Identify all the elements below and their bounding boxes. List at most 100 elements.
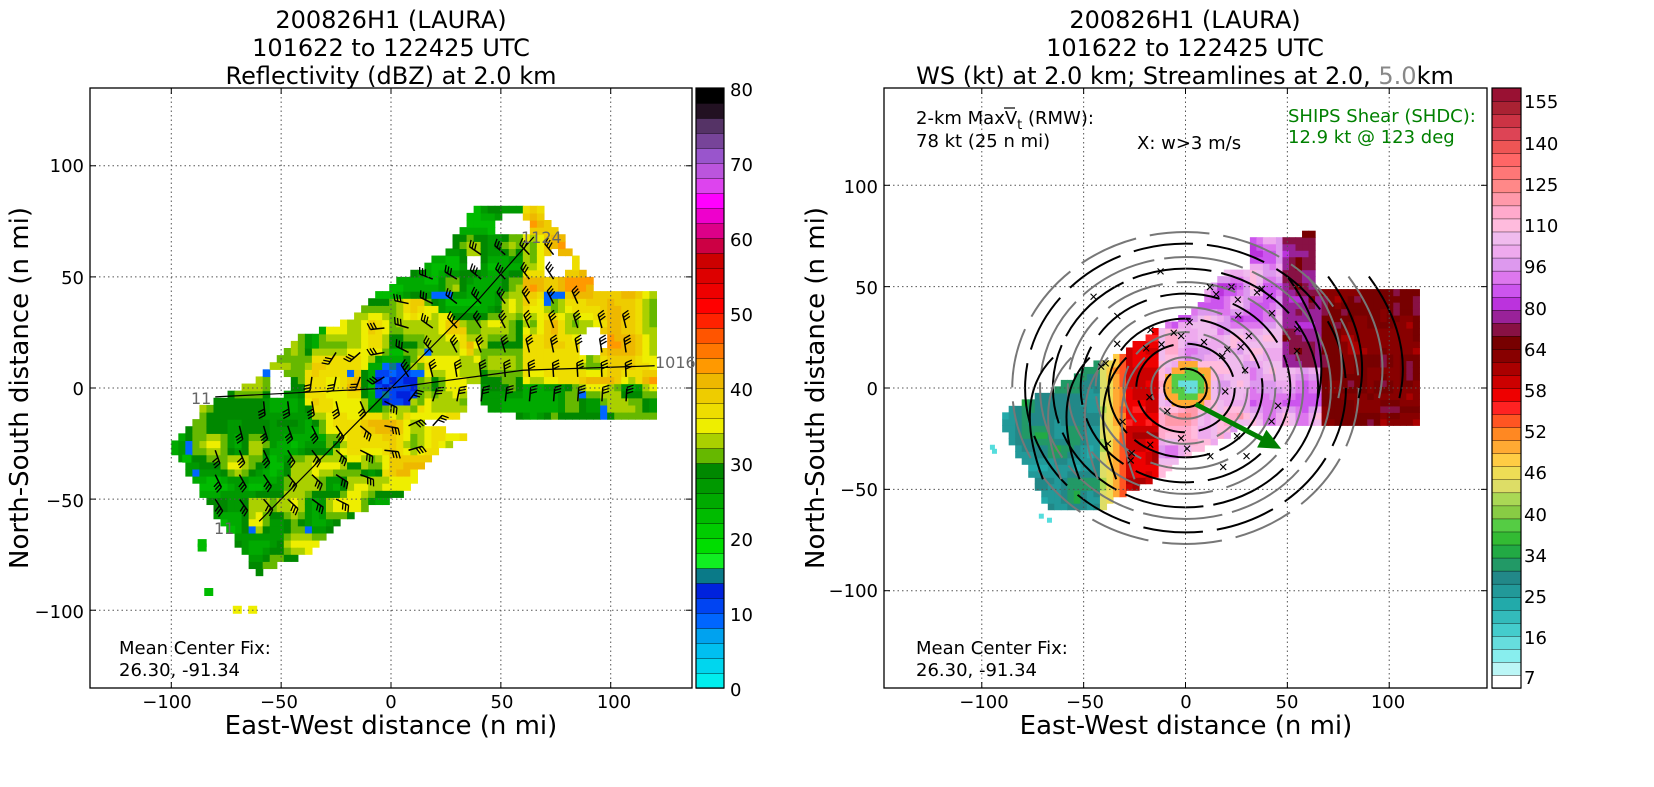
wind-barb-flag (525, 315, 532, 322)
reflectivity-cell (635, 298, 643, 306)
reflectivity-cell (283, 483, 292, 491)
wind-barb-flag (427, 339, 432, 347)
windspeed-cell (1321, 321, 1329, 329)
reflectivity-cell (550, 276, 559, 285)
windspeed-cell (1243, 340, 1251, 349)
reflectivity-cell (213, 511, 222, 520)
windspeed-cell (1308, 263, 1316, 271)
colorbar-frame (1491, 87, 1522, 689)
windspeed-cell (1132, 483, 1140, 491)
x-axis-label: East-West distance (n mi) (225, 711, 558, 741)
windspeed-cell (1093, 496, 1101, 504)
wind-barb-flag (522, 264, 527, 271)
windspeed-cell (1139, 412, 1147, 420)
reflectivity-cell (515, 319, 524, 328)
windspeed-cell (1093, 431, 1101, 439)
wind-barb-flag (288, 480, 294, 488)
windspeed-cell (1086, 444, 1095, 452)
reflectivity-cell (572, 412, 580, 420)
windspeed-cell (1034, 399, 1042, 407)
reflectivity-cell (593, 376, 601, 385)
reflectivity-cell (241, 547, 250, 555)
colorbar-swatch (695, 477, 725, 494)
reflectivity-cell (522, 376, 531, 385)
reflectivity-cell (515, 390, 524, 399)
windspeed-cell (1152, 457, 1160, 465)
windspeed-cell (1282, 295, 1290, 303)
windspeed-cell (1204, 302, 1212, 310)
reflectivity-cell (579, 319, 587, 328)
wind-barb-flag (266, 507, 272, 514)
reflectivity-cell (269, 419, 278, 427)
reflectivity-cell (466, 227, 475, 235)
wind-barb-flag (494, 238, 498, 246)
windspeed-cell (1243, 295, 1251, 303)
wind-barb-flag (323, 359, 331, 363)
reflectivity-cell (389, 326, 397, 335)
reflectivity-cell (572, 305, 580, 314)
windspeed-cell (1249, 366, 1257, 375)
wind-barb-flag (447, 289, 452, 297)
windspeed-cell (1269, 302, 1277, 310)
reflectivity-cell (403, 404, 411, 413)
windspeed-cell (1060, 386, 1068, 394)
wind-barb-flag (550, 315, 557, 322)
wind-barb (456, 387, 461, 402)
reflectivity-cell (368, 497, 376, 506)
reflectivity-cell (248, 440, 257, 449)
updraft-marker (1113, 340, 1121, 348)
windspeed-cell (1386, 353, 1394, 362)
reflectivity-cell (354, 340, 362, 349)
reflectivity-cell (304, 404, 313, 413)
reflectivity-cell (557, 348, 566, 356)
colorbar-frame (695, 87, 725, 689)
reflectivity-cell (459, 369, 468, 378)
windspeed-cell (1191, 412, 1199, 420)
reflectivity-cell (368, 298, 376, 306)
windspeed-cell (1054, 412, 1062, 420)
wind-barb (262, 401, 266, 416)
windspeed-cell (1262, 328, 1271, 336)
reflectivity-cell (466, 291, 475, 299)
windspeed-cell (1034, 431, 1042, 439)
windspeed-cell (1288, 328, 1297, 336)
colorbar-swatch (1491, 192, 1522, 207)
reflectivity-cell (543, 404, 552, 413)
reflectivity-cell (487, 404, 496, 413)
windspeed-cell (1282, 237, 1290, 245)
wind-barb (287, 425, 294, 440)
colorbar-swatch (1491, 583, 1522, 598)
windspeed-cell (1152, 425, 1160, 433)
windspeed-cell (1073, 490, 1081, 498)
reflectivity-cell (318, 340, 327, 349)
reflectivity-cell (431, 333, 440, 342)
reflectivity-cell (340, 376, 348, 385)
reflectivity-cell (375, 340, 383, 349)
reflectivity-cell (297, 426, 306, 434)
reflectivity-cell (227, 518, 236, 527)
windspeed-cell (1126, 418, 1134, 426)
reflectivity-cell (508, 369, 517, 378)
reflectivity-cell (607, 312, 615, 321)
wind-barb-flag (577, 365, 584, 370)
windspeed-cell (1249, 315, 1257, 323)
windspeed-cell (1275, 334, 1284, 342)
reflectivity-cell (466, 220, 475, 228)
reflectivity-cell (290, 490, 299, 498)
reflectivity-cell (199, 468, 208, 477)
windspeed-cell (1047, 503, 1055, 511)
wind-barb-flag (257, 408, 265, 413)
reflectivity-cell (375, 419, 383, 427)
wind-barb-flag (363, 430, 367, 438)
wind-barb-flag (394, 427, 398, 435)
reflectivity-cell (283, 540, 292, 548)
windspeed-cell (1321, 373, 1329, 381)
windspeed-cell (1243, 399, 1251, 407)
reflectivity-cell (480, 305, 489, 314)
windspeed-cell (1308, 412, 1316, 420)
windspeed-cell (1191, 405, 1199, 413)
reflectivity-cell (382, 312, 390, 321)
windspeed-cell (1171, 425, 1179, 433)
reflectivity-cell (382, 426, 390, 434)
windspeed-cell (1093, 464, 1101, 472)
